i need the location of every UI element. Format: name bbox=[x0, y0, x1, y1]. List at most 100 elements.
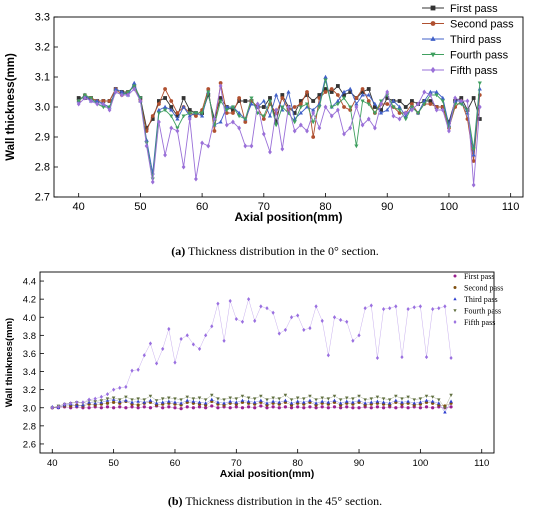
data-point bbox=[173, 406, 177, 410]
data-point bbox=[283, 405, 288, 409]
series-second-pass bbox=[50, 399, 453, 410]
data-point bbox=[197, 346, 202, 352]
data-point bbox=[403, 105, 408, 109]
legend-label: First pass bbox=[450, 3, 498, 15]
data-point bbox=[105, 405, 110, 409]
data-point bbox=[302, 397, 306, 401]
data-point bbox=[181, 114, 186, 119]
data-point bbox=[280, 146, 285, 152]
y-tick-label: 3.6 bbox=[23, 349, 36, 360]
data-point bbox=[341, 96, 347, 101]
data-point bbox=[314, 406, 318, 410]
data-point bbox=[363, 401, 367, 405]
data-point bbox=[175, 114, 180, 118]
data-point bbox=[292, 120, 297, 125]
y-axis-label: Wall thickness(mm) bbox=[5, 53, 17, 161]
x-tick-label: 60 bbox=[170, 458, 181, 469]
data-point bbox=[418, 400, 423, 404]
data-point bbox=[161, 406, 165, 410]
data-point bbox=[243, 99, 248, 103]
data-point bbox=[280, 105, 285, 110]
x-tick-label: 60 bbox=[196, 201, 208, 213]
data-point bbox=[397, 99, 402, 103]
caption-b: (b) Thickness distribution in the 45° se… bbox=[167, 494, 383, 508]
legend-item: Fifth pass bbox=[422, 65, 498, 77]
data-point bbox=[216, 397, 220, 401]
data-point bbox=[357, 406, 361, 410]
legend-item: Fifth pass bbox=[453, 318, 495, 327]
data-point bbox=[206, 90, 211, 95]
data-point bbox=[142, 405, 146, 409]
data-point bbox=[394, 398, 398, 402]
y-tick-label: 3.2 bbox=[35, 42, 50, 54]
data-point bbox=[228, 298, 232, 304]
data-point bbox=[204, 333, 208, 338]
legend: First pass Second pass Third pass Fourth pa… bbox=[422, 3, 514, 77]
data-point bbox=[249, 101, 254, 106]
data-point bbox=[409, 105, 415, 110]
series-first-pass bbox=[50, 404, 453, 411]
data-point bbox=[210, 324, 214, 329]
data-point bbox=[354, 144, 359, 149]
data-point bbox=[351, 338, 355, 343]
data-point bbox=[222, 338, 226, 343]
data-point bbox=[240, 394, 245, 398]
data-point bbox=[471, 182, 476, 188]
legend-item: Second pass bbox=[422, 19, 514, 31]
data-point bbox=[440, 95, 445, 100]
legend-marker bbox=[430, 21, 436, 26]
data-point bbox=[265, 306, 269, 311]
data-point bbox=[326, 397, 331, 401]
data-point bbox=[160, 397, 165, 401]
data-point bbox=[459, 102, 464, 107]
data-point bbox=[385, 96, 390, 100]
data-point bbox=[203, 398, 208, 402]
data-point bbox=[144, 143, 149, 149]
data-point bbox=[261, 105, 266, 109]
data-point bbox=[308, 405, 312, 409]
data-point bbox=[449, 355, 453, 361]
data-point bbox=[246, 396, 251, 400]
data-point bbox=[62, 402, 67, 407]
legend-marker bbox=[430, 36, 436, 41]
data-point bbox=[418, 304, 422, 309]
data-point bbox=[175, 111, 180, 115]
data-point bbox=[326, 406, 330, 410]
data-point bbox=[107, 107, 112, 113]
data-point bbox=[259, 404, 263, 408]
data-point bbox=[125, 90, 131, 95]
y-tick-label: 4.0 bbox=[23, 313, 36, 324]
data-point bbox=[119, 89, 124, 94]
data-point bbox=[179, 398, 183, 402]
data-point bbox=[212, 116, 217, 122]
legend-label: Fourth pass bbox=[464, 307, 501, 316]
data-point bbox=[243, 117, 248, 122]
y-tick-label: 4.4 bbox=[23, 277, 36, 288]
data-point bbox=[428, 99, 433, 103]
legend-label: Fifth pass bbox=[450, 65, 498, 77]
data-point bbox=[101, 105, 106, 110]
data-point bbox=[218, 99, 223, 104]
data-point bbox=[154, 361, 159, 366]
legend-label: Second pass bbox=[450, 19, 514, 31]
caption-a: (a) Thickness distribution in the 0° sec… bbox=[171, 244, 379, 258]
y-tick-label: 3.0 bbox=[23, 403, 36, 414]
x-tick-label: 100 bbox=[412, 458, 428, 469]
data-point bbox=[471, 147, 476, 152]
data-point bbox=[424, 354, 429, 360]
data-point bbox=[379, 101, 383, 107]
series-line bbox=[52, 399, 452, 413]
data-point bbox=[240, 406, 245, 410]
data-point bbox=[144, 126, 149, 130]
series-line bbox=[52, 394, 452, 409]
data-point bbox=[224, 111, 229, 115]
data-point bbox=[274, 92, 279, 97]
data-point bbox=[348, 105, 353, 110]
data-point bbox=[224, 122, 229, 128]
data-point bbox=[206, 87, 211, 91]
data-point bbox=[296, 405, 300, 409]
data-point bbox=[154, 399, 159, 403]
data-point bbox=[459, 96, 464, 100]
data-point bbox=[317, 125, 322, 131]
data-point bbox=[76, 99, 81, 104]
